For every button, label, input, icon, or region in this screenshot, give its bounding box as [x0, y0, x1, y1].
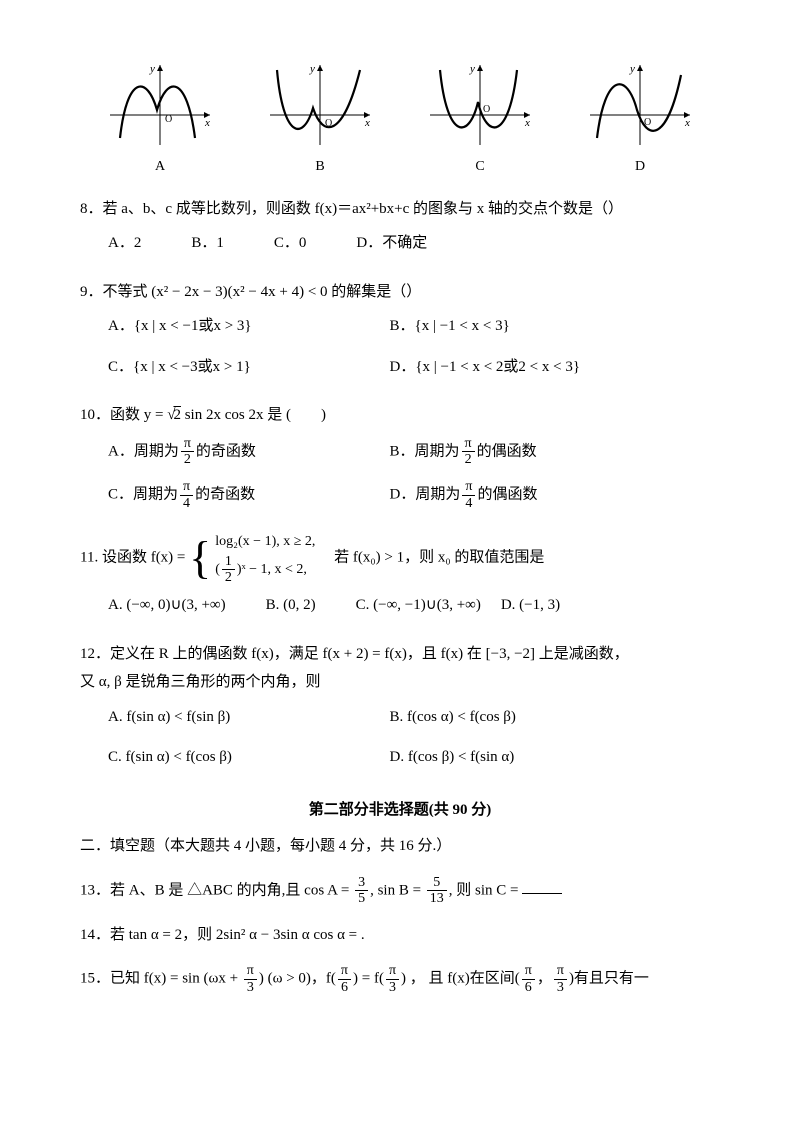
q12-options: A. f(sin α) < f(sin β) B. f(cos α) < f(c… [108, 697, 720, 778]
q8-opt-d[interactable]: D．不确定 [356, 229, 427, 258]
q11-case2: (12)ˣ − 1, x < 2, [215, 554, 315, 586]
question-12: 12．定义在 R 上的偶函数 f(x)，满足 f(x + 2) = f(x)，且… [80, 640, 720, 778]
q11-options: A. (−∞, 0)∪(3, +∞) B. (0, 2) C. (−∞, −1)… [108, 585, 720, 626]
svg-text:y: y [629, 63, 635, 75]
q12-opt-d[interactable]: D. f(cos β) < f(sin α) [390, 743, 672, 772]
q8-stem-a: 8．若 [80, 201, 121, 217]
q9-stem: 9．不等式 (x² − 2x − 3)(x² − 4x + 4) < 0 的解集… [80, 284, 421, 300]
q9-opt-b[interactable]: B．{x | −1 < x < 3} [390, 312, 672, 341]
q11-piecewise: { log₂(x − 1), x ≥ 2, (12)ˣ − 1, x < 2, [189, 531, 315, 585]
graph-options-row: O x y A O x y B O x y [80, 60, 720, 181]
question-11: 11. 设函数 f(x) = { log₂(x − 1), x ≥ 2, (12… [80, 531, 720, 626]
q9-opt-a[interactable]: A．{x | x < −1或x > 3} [108, 312, 390, 341]
question-13: 13．若 A、B 是 △ABC 的内角,且 cos A = 35, sin B … [80, 875, 720, 907]
q10-opt-d[interactable]: D．周期为π4的偶函数 [390, 479, 672, 511]
graph-c-svg: O x y [425, 60, 535, 150]
section-2-title: 第二部分非选择题(共 90 分) [80, 796, 720, 825]
question-9: 9．不等式 (x² − 2x − 3)(x² − 4x + 4) < 0 的解集… [80, 278, 720, 388]
q11-stem-post: 若 f(x₀) > 1，则 x₀ 的取值范围是 [319, 550, 544, 566]
svg-text:x: x [364, 117, 370, 129]
question-8: 8．若 a、b、c 成等比数列，则函数 f(x)＝ax²+bx+c 的图象与 x… [80, 195, 720, 264]
q9-opt-d[interactable]: D．{x | −1 < x < 2或2 < x < 3} [390, 353, 672, 382]
q11-case1: log₂(x − 1), x ≥ 2, [215, 531, 315, 553]
graph-b: O x y B [265, 60, 375, 181]
q12-opt-b[interactable]: B. f(cos α) < f(cos β) [390, 703, 672, 732]
question-15: 15．已知 f(x) = sin (ωx + π3) (ω > 0)，f(π6)… [80, 963, 720, 995]
question-14: 14．若 tan α = 2，则 2sin² α − 3sin α cos α … [80, 921, 720, 950]
question-10: 10．函数 y = √2 sin 2x cos 2x 是 ( ) A．周期为π2… [80, 401, 720, 517]
q11-opt-a[interactable]: A. (−∞, 0)∪(3, +∞) [108, 591, 226, 620]
q13-pre: 13．若 A、B 是 △ABC 的内角,且 cos A = [80, 882, 353, 898]
q13-mid1: , sin B = [370, 882, 425, 898]
q10-options: A．周期为π2的奇函数 B．周期为π2的偶函数 C．周期为π4的奇函数 D．周期… [108, 430, 720, 518]
svg-text:y: y [309, 63, 315, 75]
svg-text:x: x [684, 117, 690, 129]
svg-text:y: y [469, 63, 475, 75]
section-2-subtitle: 二．填空题（本大题共 4 小题，每小题 4 分，共 16 分.） [80, 832, 720, 861]
graph-c-label: C [425, 154, 535, 181]
q8-opt-c[interactable]: C．0 [274, 229, 307, 258]
q10-stem-post: sin 2x cos 2x 是 ( ) [181, 407, 326, 423]
q12-opt-a[interactable]: A. f(sin α) < f(sin β) [108, 703, 390, 732]
q10-opt-a[interactable]: A．周期为π2的奇函数 [108, 436, 390, 468]
q10-opt-b[interactable]: B．周期为π2的偶函数 [390, 436, 672, 468]
q10-radicand: 2 [173, 407, 181, 423]
graph-a-label: A [105, 154, 215, 181]
q11-stem-pre: 11. 设函数 f(x) = [80, 550, 189, 566]
q8-options: A．2 B．1 C．0 D．不确定 [108, 223, 720, 264]
q12-opt-c[interactable]: C. f(sin α) < f(cos β) [108, 743, 390, 772]
q12-stem1: 12．定义在 R 上的偶函数 f(x)，满足 f(x + 2) = f(x)，且… [80, 640, 720, 669]
svg-text:x: x [524, 117, 530, 129]
graph-a: O x y A [105, 60, 215, 181]
svg-text:O: O [483, 104, 490, 115]
q13-frac2: 513 [427, 875, 447, 907]
q10-stem-pre: 10．函数 y = √ [80, 407, 175, 423]
graph-d-label: D [585, 154, 695, 181]
graph-b-svg: O x y [265, 60, 375, 150]
q11-opt-b[interactable]: B. (0, 2) [266, 591, 316, 620]
graph-c: O x y C [425, 60, 535, 181]
q10-opt-c[interactable]: C．周期为π4的奇函数 [108, 479, 390, 511]
graph-d: O x y D [585, 60, 695, 181]
q11-opt-c[interactable]: C. (−∞, −1)∪(3, +∞) [356, 591, 481, 620]
q8-opt-b[interactable]: B．1 [191, 229, 224, 258]
q9-opt-c[interactable]: C．{x | x < −3或x > 1} [108, 353, 390, 382]
q12-stem2: 又 α, β 是锐角三角形的两个内角，则 [80, 668, 720, 697]
graph-b-label: B [265, 154, 375, 181]
q13-frac1: 35 [355, 875, 368, 907]
graph-a-svg: O x y [105, 60, 215, 150]
q13-blank[interactable] [522, 893, 562, 894]
origin-label: O [165, 114, 172, 125]
q8-opt-a[interactable]: A．2 [108, 229, 141, 258]
graph-d-svg: O x y [585, 60, 695, 150]
q13-mid2: , 则 sin C = [449, 882, 522, 898]
x-axis-label: x [204, 117, 210, 129]
q11-opt-d[interactable]: D. (−1, 3) [501, 591, 560, 620]
y-axis-label: y [149, 63, 155, 75]
q9-options: A．{x | x < −1或x > 3} B．{x | −1 < x < 3} … [108, 306, 720, 387]
left-brace-icon: { [189, 535, 211, 581]
q8-stem-b: a、b、c 成等比数列，则函数 f(x)＝ax²+bx+c 的图象与 x 轴的交… [121, 201, 623, 217]
